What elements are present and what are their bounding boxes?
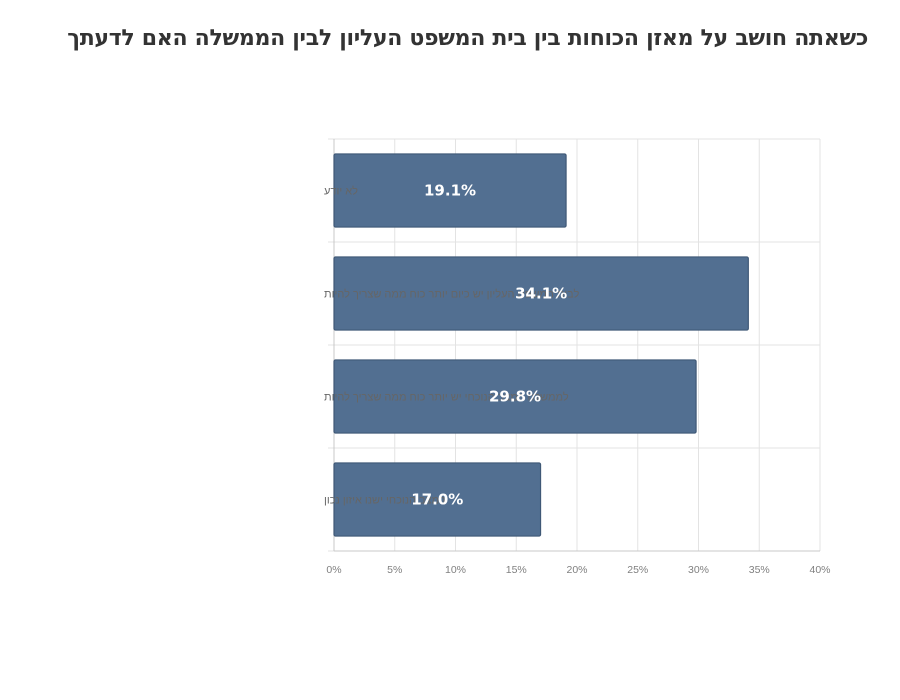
chart-title: כשאתה חושב על מאזן הכוחות בין בית המשפט … bbox=[67, 26, 868, 51]
data-label: 17.0% bbox=[411, 491, 463, 509]
x-tick-label: 0% bbox=[326, 564, 341, 576]
x-tick-label: 10% bbox=[445, 564, 466, 576]
bar bbox=[333, 359, 697, 434]
category-label: לבית המשפט העליון יש כיום יותר כוח ממה ש… bbox=[324, 288, 580, 301]
bar bbox=[333, 462, 542, 537]
data-label: 29.8% bbox=[489, 388, 541, 406]
x-tick-label: 15% bbox=[506, 564, 527, 576]
x-tick-label: 35% bbox=[749, 564, 770, 576]
category-label: לממשלה במצב הנוכחי יש יותר כוח ממה שצריך… bbox=[324, 391, 569, 404]
x-tick-label: 40% bbox=[809, 564, 830, 576]
bar bbox=[333, 153, 567, 228]
x-tick-label: 30% bbox=[688, 564, 709, 576]
category-label: לא יודע bbox=[324, 185, 358, 198]
x-tick-label: 20% bbox=[566, 564, 587, 576]
bar bbox=[333, 256, 749, 331]
x-tick-label: 25% bbox=[627, 564, 648, 576]
category-label: במצב הנוכחי ישנו איזון נכון bbox=[324, 495, 446, 507]
data-label: 34.1% bbox=[515, 285, 567, 303]
data-label: 19.1% bbox=[424, 182, 476, 200]
x-tick-label: 5% bbox=[387, 564, 402, 576]
